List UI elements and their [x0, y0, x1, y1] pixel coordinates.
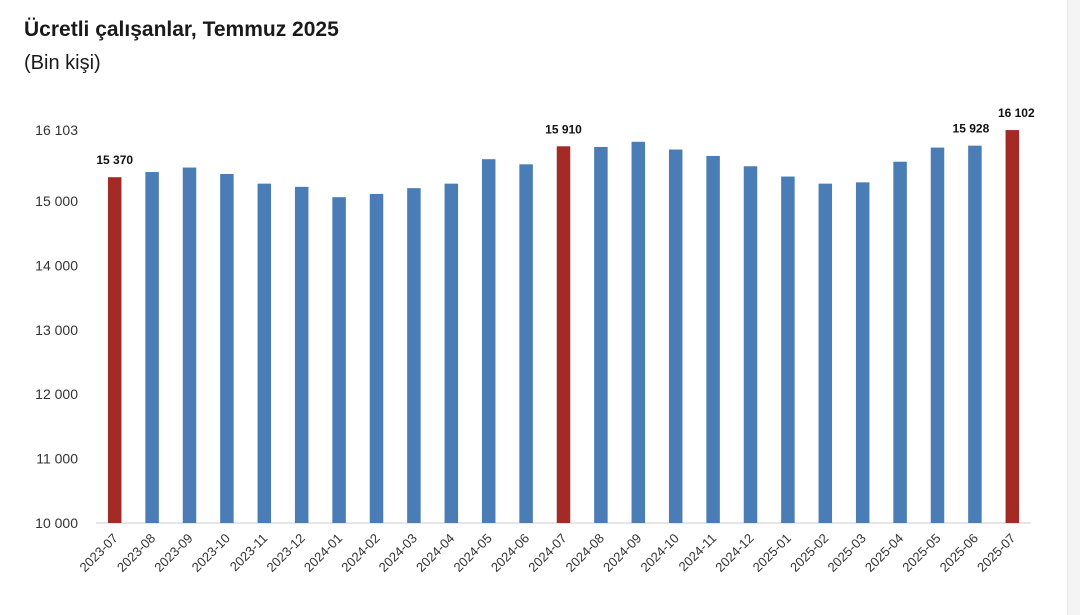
x-tick-label: 2023-10: [189, 531, 233, 575]
bar-2024-10: [668, 149, 683, 524]
bar-2025-07: [1005, 130, 1020, 523]
x-tick-label: 2023-11: [227, 531, 271, 575]
x-tick-label: 2023-09: [151, 531, 195, 575]
x-tick-label: 2025-05: [899, 531, 943, 575]
bar-2025-05: [930, 147, 945, 523]
bar-2023-09: [182, 167, 197, 523]
bar-2023-08: [145, 172, 159, 523]
bar-2023-12: [294, 186, 309, 523]
x-tick-label: 2025-07: [974, 531, 1018, 575]
y-tick-label: 12 000: [35, 386, 78, 402]
bar-2025-06: [968, 145, 982, 523]
bar-2025-04: [893, 161, 907, 523]
x-tick-label: 2025-01: [750, 531, 794, 575]
x-tick-label: 2025-03: [824, 531, 868, 575]
y-tick-label: 11 000: [36, 451, 78, 467]
chart-subtitle: (Bin kişi): [24, 52, 101, 74]
x-tick-label: 2025-04: [862, 531, 906, 575]
bar-2024-08: [594, 146, 608, 523]
right-edge-strip: [1067, 0, 1080, 615]
bar-2024-11: [706, 155, 720, 524]
x-tick-label: 2024-12: [712, 531, 756, 575]
x-tick-label: 2024-02: [338, 531, 382, 575]
y-tick-label: 13 000: [35, 322, 78, 338]
y-tick-label: 10 000: [35, 515, 78, 531]
x-tick-label: 2024-09: [600, 531, 644, 575]
x-tick-label: 2024-10: [637, 531, 681, 575]
x-tick-label: 2024-08: [563, 531, 607, 575]
x-tick-label: 2025-02: [787, 531, 831, 575]
x-tick-label: 2024-07: [525, 531, 569, 575]
bar-2025-02: [818, 183, 833, 523]
x-tick-label: 2023-08: [114, 531, 158, 575]
bar-2023-07: [107, 177, 122, 523]
bar-2023-10: [220, 173, 234, 523]
data-label: 16 102: [998, 106, 1035, 120]
bar-2025-03: [855, 182, 870, 523]
x-tick-label: 2024-06: [488, 531, 532, 575]
bar-2024-02: [369, 193, 384, 524]
x-tick-label: 2023-12: [263, 531, 307, 575]
x-tick-label: 2024-11: [676, 531, 720, 575]
bar-2024-03: [407, 188, 421, 523]
bar-2024-06: [519, 164, 533, 523]
x-tick-label: 2024-01: [301, 531, 345, 575]
bar-2025-01: [781, 176, 795, 524]
y-tick-label: 14 000: [35, 257, 78, 273]
data-label: 15 910: [545, 122, 582, 136]
bar-2023-11: [257, 183, 272, 523]
x-tick-label: 2024-05: [450, 531, 494, 575]
bar-2024-05: [481, 159, 496, 524]
y-tick-label: 15 000: [35, 193, 78, 209]
chart-title: Ücretli çalışanlar, Temmuz 2025: [24, 18, 339, 41]
y-tick-label: 16 103: [35, 122, 78, 138]
bar-2024-07: [556, 146, 571, 524]
bar-2024-04: [444, 183, 459, 523]
x-tick-label: 2023-07: [76, 531, 120, 575]
x-tick-label: 2025-06: [937, 531, 981, 575]
bar-2024-12: [743, 166, 758, 523]
bar-2024-01: [332, 197, 346, 524]
bar-2024-09: [631, 141, 646, 523]
x-tick-label: 2024-03: [376, 531, 420, 575]
x-tick-label: 2024-04: [413, 531, 457, 575]
data-label: 15 370: [96, 153, 133, 167]
data-label: 15 928: [953, 122, 990, 136]
